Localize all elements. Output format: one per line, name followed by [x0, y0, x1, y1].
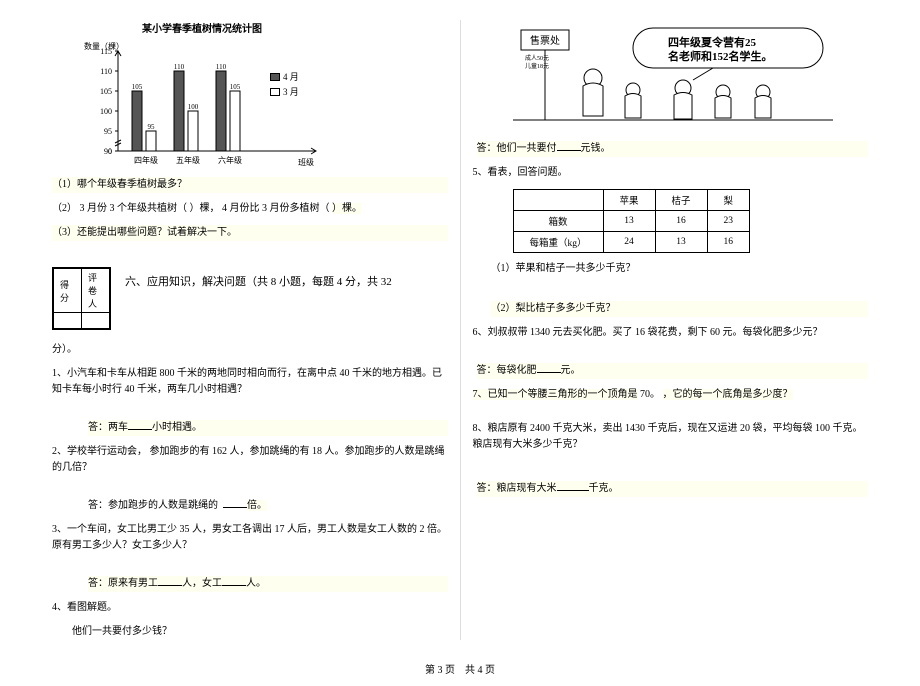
chart-q2: （2） 3 月份 3 个年级共植树（ ）棵， 4 月份比 3 月份多植树（ ）棵… [52, 201, 448, 217]
legend-label: 4 月 [283, 70, 299, 83]
q4: 4、看图解题。 [52, 600, 448, 616]
blank [158, 585, 182, 586]
blank [128, 429, 152, 430]
q5: 5、看表，回答问题。 [473, 165, 869, 181]
table-cell: 16 [655, 211, 707, 232]
illus-sign: 售票处 [530, 34, 560, 47]
table-header: 梨 [707, 190, 750, 211]
svg-text:95: 95 [148, 123, 156, 131]
table-cell: 箱数 [513, 211, 603, 232]
svg-text:110: 110 [100, 67, 112, 76]
q3-answer: 答：原来有男工人，女工人。 [88, 576, 448, 592]
svg-text:115: 115 [100, 47, 112, 56]
q6-answer: 答：每袋化肥元。 [477, 363, 869, 379]
svg-text:105: 105 [100, 87, 112, 96]
right-column: 售票处 成人50元 儿童18元 四年级夏令营有25 名老师和152名学生。 答：… [461, 20, 881, 640]
table-cell: 13 [603, 211, 655, 232]
score-cell [82, 313, 110, 329]
blank [557, 150, 581, 151]
section-title: 六、应用知识，解决问题（共 8 小题，每题 4 分，共 32 [125, 249, 392, 289]
q4-sub: 他们一共要付多少钱？ [72, 624, 448, 639]
blank [557, 490, 589, 491]
svg-text:100: 100 [188, 103, 199, 111]
legend-swatch-dark [270, 73, 280, 81]
page-footer: 第 3 页 共 4 页 [0, 661, 920, 676]
svg-text:110: 110 [216, 63, 227, 71]
chart-legend: 4 月 3 月 [270, 70, 299, 100]
q5-1: （1）苹果和桔子一共多少千克？ [491, 261, 869, 277]
legend-item: 3 月 [270, 85, 299, 98]
chart-q3: （3）还能提出哪些问题？试着解决一下。 [52, 225, 448, 241]
q7: 7、已知一个等腰三角形的一个顶角是 70。 ，它的每一个底角是多少度？ [473, 387, 869, 403]
legend-label: 3 月 [283, 85, 299, 98]
legend-item: 4 月 [270, 70, 299, 83]
svg-text:0: 0 [108, 147, 112, 156]
svg-text:105: 105 [230, 83, 241, 91]
illus-banner1: 四年级夏令营有25 [668, 35, 756, 49]
blank [537, 372, 561, 373]
svg-text:班级: 班级 [298, 157, 314, 167]
score-h1: 得分 [54, 269, 82, 313]
q2-answer: 答：参加跑步的人数是跳绳的 倍。 [88, 498, 448, 514]
page: 某小学春季植树情况统计图 数量（棵）班级90951001051101150105… [0, 0, 920, 640]
svg-text:110: 110 [174, 63, 185, 71]
q4-answer: 答：他们一共要付元钱。 [477, 141, 869, 157]
score-cell [54, 313, 82, 329]
q3: 3、一个车间，女工比男工少 35 人，男女工各调出 17 人后，男工人数是女工人… [52, 522, 448, 554]
bar-chart: 数量（棵）班级9095100105110115010595四年级110100五年… [82, 39, 322, 169]
svg-text:六年级: 六年级 [218, 155, 242, 165]
table-cell: 每箱重（kg） [513, 232, 603, 253]
blank [223, 507, 247, 508]
table-header [513, 190, 603, 211]
q5-table: 苹果桔子梨箱数131623每箱重（kg）241316 [513, 189, 751, 253]
table-header: 苹果 [603, 190, 655, 211]
chart-q1: （1）哪个年级春季植树最多？ [52, 177, 448, 193]
q5-2: （2）梨比桔子多多少千克？ [491, 301, 869, 317]
svg-text:四年级: 四年级 [134, 155, 158, 165]
svg-text:五年级: 五年级 [176, 155, 200, 165]
score-box: 得分评卷人 [52, 267, 111, 330]
table-cell: 24 [603, 232, 655, 253]
table-cell: 23 [707, 211, 750, 232]
q6: 6、刘叔叔带 1340 元去买化肥。买了 16 袋花费，剩下 60 元。每袋化肥… [473, 325, 869, 341]
svg-text:105: 105 [132, 83, 143, 91]
score-h2: 评卷人 [82, 269, 110, 313]
q2: 2、学校举行运动会， 参加跑步的有 162 人，参加跳绳的有 18 人。参加跑步… [52, 444, 448, 476]
q8: 8、粮店原有 2400 千克大米，卖出 1430 千克后，现在又运进 20 袋，… [473, 421, 869, 453]
table-header: 桔子 [655, 190, 707, 211]
q1: 1、小汽车和卡车从相距 800 千米的两地同时相向而行，在离中点 40 千米的地… [52, 366, 448, 398]
blank [222, 585, 246, 586]
table-cell: 13 [655, 232, 707, 253]
q4-illustration: 售票处 成人50元 儿童18元 四年级夏令营有25 名老师和152名学生。 [513, 20, 833, 130]
q1-answer: 答：两车小时相遇。 [88, 420, 448, 436]
section-title-tail: 分）。 [52, 342, 448, 358]
svg-text:100: 100 [100, 107, 112, 116]
section-head: 得分评卷人 六、应用知识，解决问题（共 8 小题，每题 4 分，共 32 [52, 249, 448, 334]
table-cell: 16 [707, 232, 750, 253]
legend-swatch-light [270, 88, 280, 96]
left-column: 某小学春季植树情况统计图 数量（棵）班级90951001051101150105… [40, 20, 460, 640]
q8-answer: 答：粮店现有大米千克。 [477, 481, 869, 497]
illus-banner2: 名老师和152名学生。 [668, 49, 773, 63]
svg-text:95: 95 [104, 127, 112, 136]
chart-title: 某小学春季植树情况统计图 [82, 20, 322, 35]
